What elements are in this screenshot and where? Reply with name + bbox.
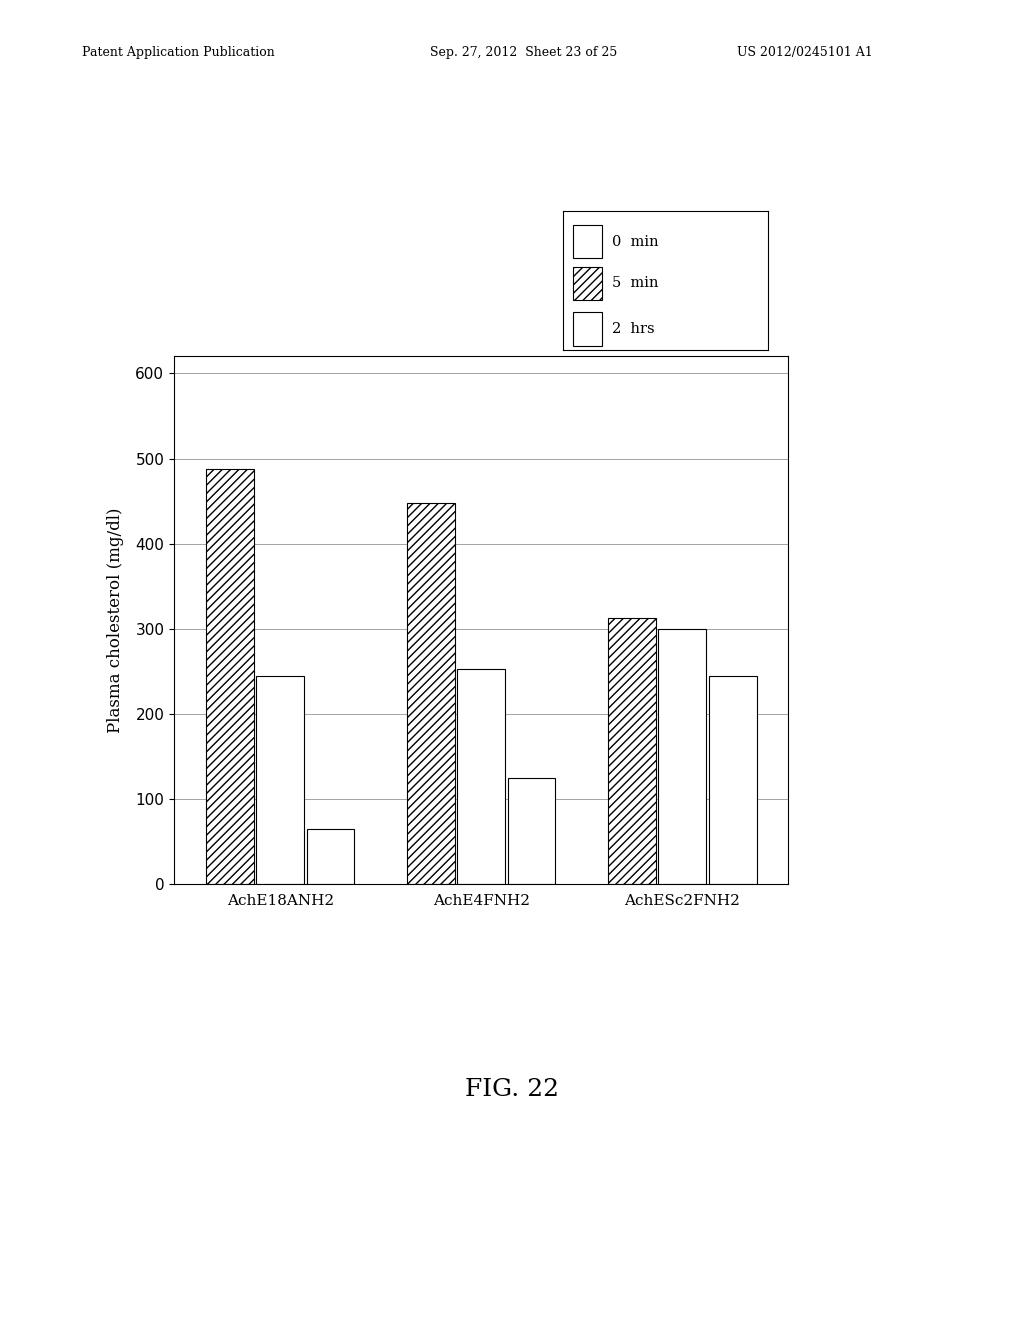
Text: US 2012/0245101 A1: US 2012/0245101 A1 [737,46,873,59]
Bar [508,777,555,884]
Y-axis label: Plasma cholesterol (mg/dl): Plasma cholesterol (mg/dl) [108,508,124,733]
Text: 2  hrs: 2 hrs [612,322,655,337]
Bar [573,313,602,346]
Bar [709,676,757,884]
Text: FIG. 22: FIG. 22 [465,1077,559,1101]
Bar [306,829,354,884]
Bar [608,618,656,884]
Text: 0  min: 0 min [612,235,659,248]
Bar [458,669,505,884]
Text: Patent Application Publication: Patent Application Publication [82,46,274,59]
Bar [256,676,304,884]
Text: Sep. 27, 2012  Sheet 23 of 25: Sep. 27, 2012 Sheet 23 of 25 [430,46,617,59]
Bar [573,226,602,259]
Text: 5  min: 5 min [612,276,658,290]
Bar [573,267,602,300]
Bar [408,503,455,884]
Bar [206,469,254,884]
Bar [658,628,707,884]
